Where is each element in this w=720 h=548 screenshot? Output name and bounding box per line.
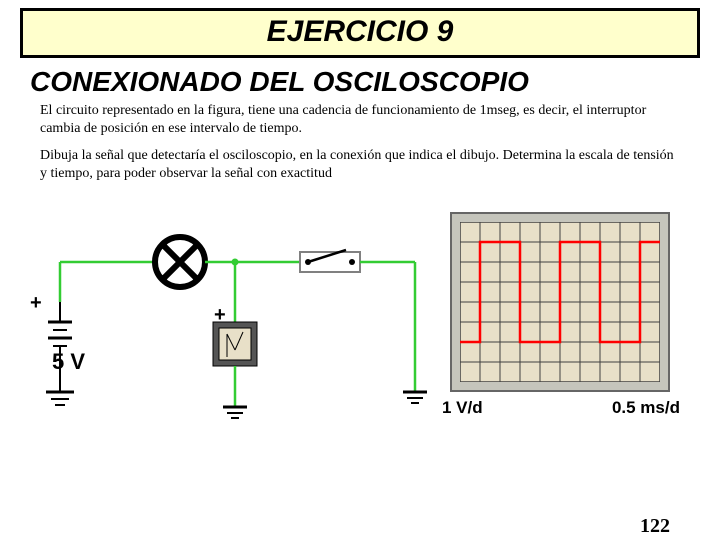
scope-frame [450, 212, 670, 392]
subtitle: CONEXIONADO DEL OSCILOSCOPIO [30, 66, 690, 98]
paragraph-1: El circuito representado en la figura, t… [40, 102, 680, 137]
time-per-div-label: 0.5 ms/d [612, 398, 680, 418]
battery-voltage-label: 5 V [52, 349, 85, 375]
oscilloscope-probe-icon [213, 322, 257, 366]
battery-plus-label: + [30, 292, 42, 315]
diagrams-area: + 5 V + 1 V/d 0.5 ms/d [0, 192, 720, 472]
paragraph-2: Dibuja la señal que detectaría el oscilo… [40, 147, 680, 182]
exercise-title: EJERCICIO 9 [267, 15, 454, 48]
circuit-diagram [20, 192, 440, 452]
scope-screen [460, 222, 660, 382]
oscilloscope-display: 1 V/d 0.5 ms/d [450, 212, 690, 418]
switch-icon [300, 250, 360, 272]
probe-plus-label: + [214, 304, 226, 327]
volt-per-div-label: 1 V/d [442, 398, 483, 418]
scope-grid [460, 222, 660, 382]
title-box: EJERCICIO 9 [20, 8, 700, 58]
page-number: 122 [640, 515, 670, 538]
